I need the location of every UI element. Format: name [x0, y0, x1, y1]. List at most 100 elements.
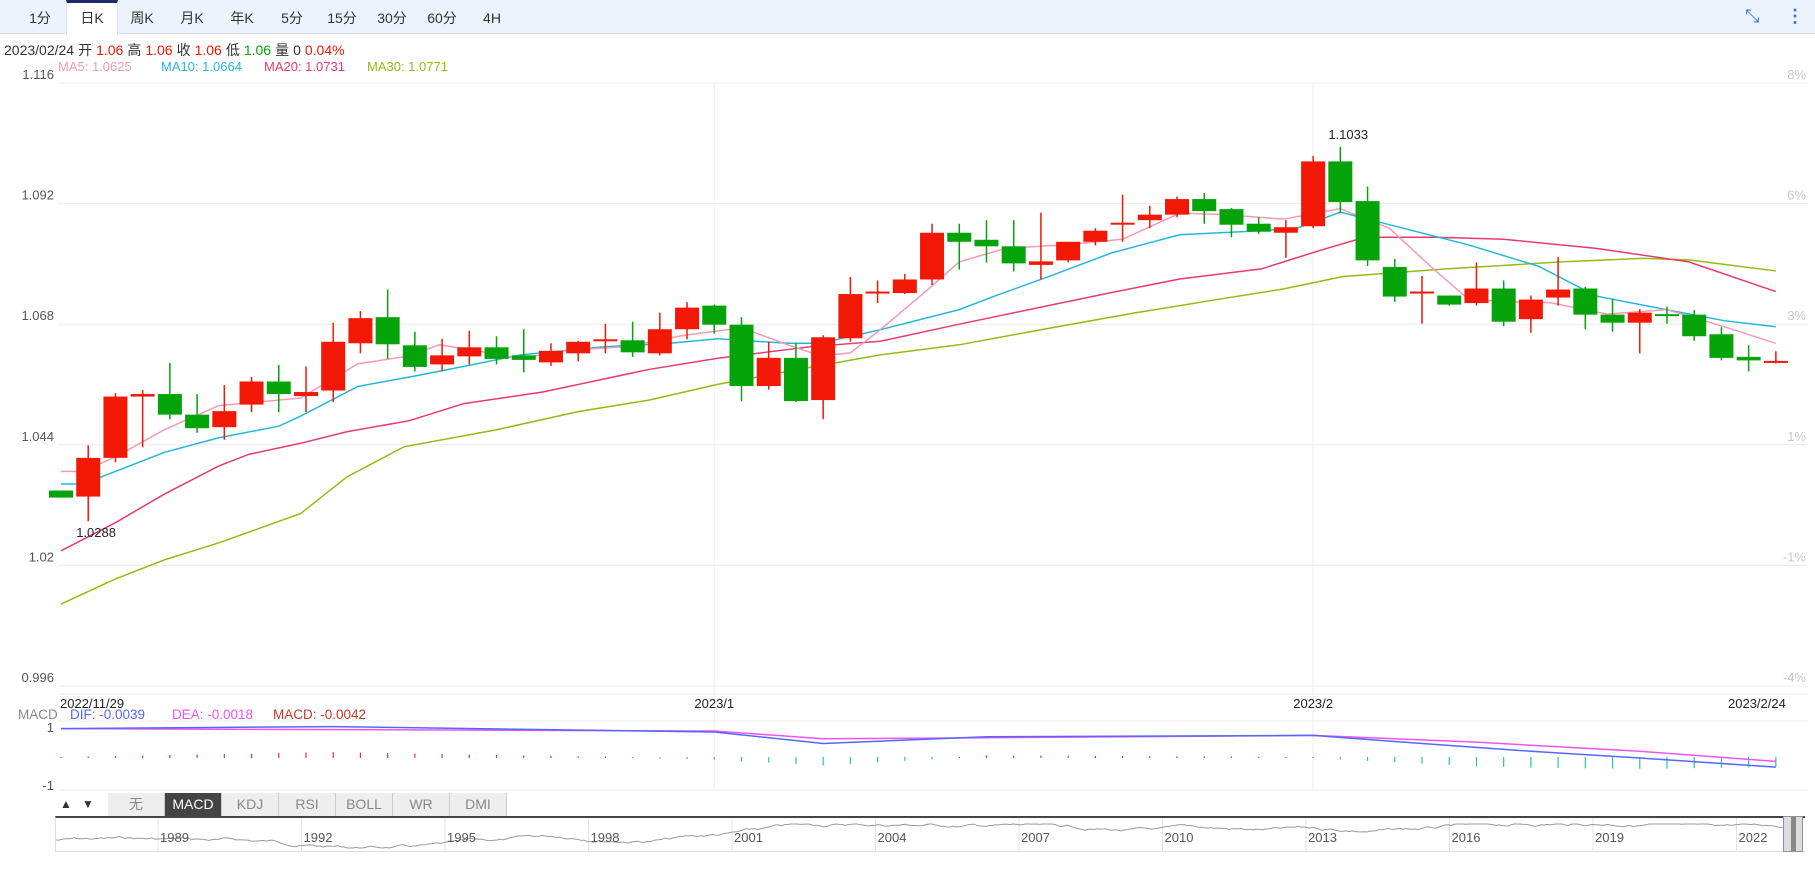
candle[interactable]	[865, 280, 890, 304]
period-tab-1[interactable]: 日K	[66, 0, 118, 35]
candle[interactable]	[511, 329, 536, 373]
candle[interactable]	[130, 390, 155, 448]
candle[interactable]	[1600, 298, 1625, 332]
candle[interactable]	[348, 311, 373, 354]
candle[interactable]	[375, 289, 400, 359]
candle[interactable]	[920, 223, 945, 286]
candle-body	[1518, 299, 1543, 320]
candle[interactable]	[185, 394, 210, 433]
candle[interactable]	[783, 343, 808, 403]
candle[interactable]	[1437, 295, 1462, 306]
candle[interactable]	[1627, 309, 1652, 354]
candle[interactable]	[1165, 196, 1190, 218]
period-tab-8[interactable]: 60分	[427, 10, 457, 26]
period-tab-2[interactable]: 周K	[130, 10, 154, 26]
period-tab-7[interactable]: 30分	[377, 10, 407, 26]
period-tab-3[interactable]: 月K	[180, 10, 204, 26]
candle-body	[375, 317, 400, 345]
candle[interactable]	[1001, 220, 1026, 272]
candle[interactable]	[266, 364, 291, 413]
candle[interactable]	[620, 321, 645, 357]
candle[interactable]	[1682, 310, 1707, 341]
candle-body	[1546, 289, 1571, 298]
compress-icon[interactable]: ⤡	[1745, 6, 1760, 26]
y-tick-label: 1.092	[21, 188, 54, 203]
candle[interactable]	[1546, 256, 1571, 306]
navigator-year-label: 1995	[447, 830, 476, 845]
candle[interactable]	[811, 335, 836, 420]
candle[interactable]	[1137, 205, 1162, 229]
candle[interactable]	[157, 362, 182, 420]
candle[interactable]	[675, 302, 700, 340]
indicator-tab-boll[interactable]: BOLL	[336, 793, 393, 816]
candle[interactable]	[1028, 212, 1053, 280]
indicator-tab-macd[interactable]: MACD	[165, 793, 222, 816]
candle[interactable]	[729, 317, 754, 402]
candle[interactable]	[1192, 193, 1217, 224]
period-tab-0[interactable]: 1分	[29, 10, 51, 26]
candle[interactable]	[1736, 345, 1761, 372]
candle[interactable]	[593, 323, 618, 354]
range-navigator[interactable]: 1989 1992 1995 1998 2001 2004 2007 2010 2013 2016…	[55, 816, 1805, 852]
candle-body	[1137, 214, 1162, 221]
candle[interactable]	[1573, 287, 1598, 330]
candle[interactable]	[49, 490, 73, 498]
candle[interactable]	[321, 322, 346, 403]
candle[interactable]	[1083, 228, 1108, 246]
candle[interactable]	[1518, 295, 1543, 333]
candle-body	[1219, 209, 1244, 225]
candle[interactable]	[1273, 220, 1298, 258]
scroll-down-button[interactable]: ▼	[77, 793, 99, 816]
candle[interactable]	[538, 343, 563, 366]
candle[interactable]	[1410, 275, 1434, 324]
period-tab-6[interactable]: 15分	[327, 10, 357, 26]
candle[interactable]	[1355, 186, 1380, 266]
period-tab-9[interactable]: 4H	[483, 10, 501, 26]
candle[interactable]	[1382, 258, 1407, 303]
candle[interactable]	[566, 340, 591, 362]
candle[interactable]	[647, 312, 672, 356]
candle[interactable]	[1464, 262, 1489, 306]
candle[interactable]	[974, 220, 999, 263]
candle[interactable]	[1301, 155, 1326, 229]
candle[interactable]	[1056, 241, 1081, 263]
candlestick-chart[interactable]: 1.116 8% 1.092 6% 1.068 3% 1.044 1% 1.02 -1% 0.996…	[0, 0, 1815, 800]
period-tab-4[interactable]: 年K	[230, 10, 254, 26]
candle[interactable]	[838, 276, 863, 342]
candle[interactable]	[293, 366, 318, 413]
candle[interactable]	[212, 385, 237, 440]
candle[interactable]	[1491, 280, 1516, 327]
candle[interactable]	[103, 393, 128, 463]
candle[interactable]	[892, 273, 917, 295]
ma30-line	[60, 257, 1776, 605]
candle[interactable]	[1763, 351, 1788, 364]
candle[interactable]	[1246, 217, 1271, 234]
navigator-handle[interactable]	[1783, 816, 1803, 852]
candle[interactable]	[76, 445, 101, 522]
candle[interactable]	[1709, 327, 1734, 361]
candle-body	[892, 279, 917, 294]
indicator-tab-rsi[interactable]: RSI	[279, 793, 336, 816]
candle[interactable]	[756, 341, 781, 390]
scroll-up-button[interactable]: ▲	[55, 793, 77, 816]
indicator-tab-无[interactable]: 无	[108, 793, 165, 816]
candle[interactable]	[1328, 146, 1353, 213]
candle[interactable]	[947, 223, 972, 270]
candle[interactable]	[1219, 208, 1244, 238]
more-vertical-icon[interactable]: ⋮	[1786, 6, 1804, 26]
indicator-tab-wr[interactable]: WR	[393, 793, 450, 816]
candle-body	[185, 414, 210, 429]
candle[interactable]	[457, 330, 482, 365]
dif-line	[60, 725, 1776, 768]
candle[interactable]	[1110, 194, 1135, 242]
indicator-tab-dmi[interactable]: DMI	[450, 793, 507, 816]
candle[interactable]	[430, 338, 455, 372]
candle[interactable]	[702, 304, 727, 334]
candle[interactable]	[239, 376, 264, 413]
indicator-tab-kdj[interactable]: KDJ	[222, 793, 279, 816]
candle[interactable]	[484, 336, 509, 365]
period-tab-5[interactable]: 5分	[281, 10, 303, 26]
candle[interactable]	[1654, 306, 1679, 324]
candle[interactable]	[402, 331, 427, 372]
navigator-year-label: 2019	[1595, 830, 1624, 845]
